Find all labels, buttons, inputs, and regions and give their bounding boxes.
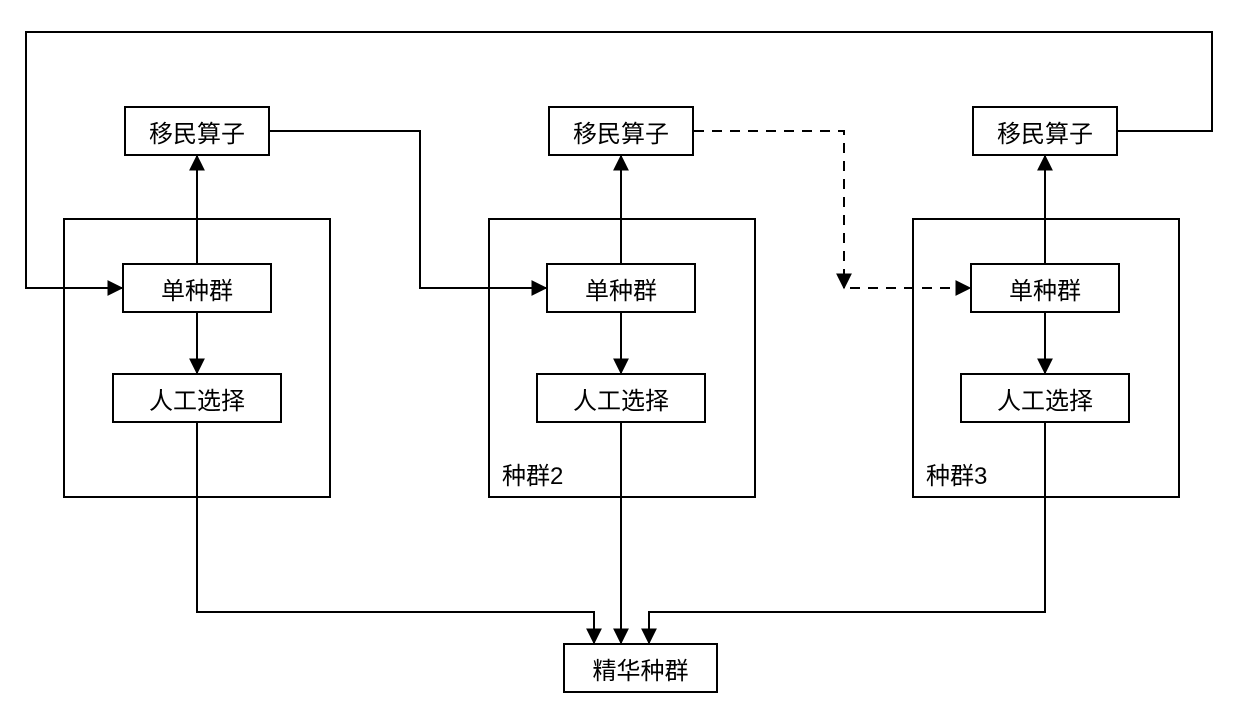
single-population-2: 单种群 <box>546 263 696 313</box>
single-population-3: 单种群 <box>970 263 1120 313</box>
artificial-selection-2: 人工选择 <box>536 373 706 423</box>
group-3-label: 种群3 <box>926 456 987 491</box>
elite-population: 精华种群 <box>563 643 718 693</box>
group-2-label: 种群2 <box>502 456 563 491</box>
artificial-selection-1: 人工选择 <box>112 373 282 423</box>
artificial-selection-3: 人工选择 <box>960 373 1130 423</box>
diagram-canvas: 种群2 种群3 移民算子 移民算子 移民算子 单种群 单种群 单种群 人工选择 … <box>0 0 1240 723</box>
single-population-1: 单种群 <box>122 263 272 313</box>
group-1-box <box>63 218 331 498</box>
migration-operator-2: 移民算子 <box>548 106 694 156</box>
migration-operator-3: 移民算子 <box>972 106 1118 156</box>
migration-operator-1: 移民算子 <box>124 106 270 156</box>
